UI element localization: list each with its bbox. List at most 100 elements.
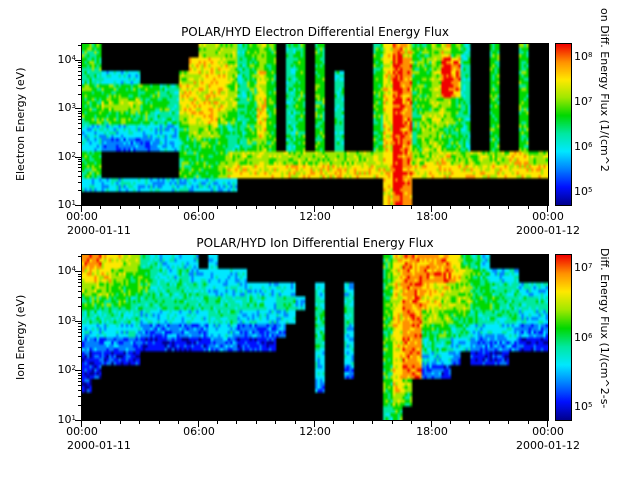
electron-y-axis-label: Electron Energy (eV): [14, 67, 27, 182]
y-minor-tick-mark: [78, 282, 81, 283]
x-tick-mark: [392, 421, 393, 424]
ion-y-axis-label: Ion Energy (eV): [14, 294, 27, 381]
x-tick-mark: [314, 206, 315, 212]
ion-date-right: 2000-01-12: [516, 439, 580, 452]
y-tick-label: 103: [57, 101, 76, 114]
y-minor-tick-mark: [78, 347, 81, 348]
x-tick-mark: [469, 421, 470, 424]
colorbar-tick-label: 105: [574, 185, 593, 198]
y-minor-tick-mark: [78, 286, 81, 287]
x-tick-label: 18:00: [416, 425, 448, 438]
electron-colorbar-canvas: [556, 44, 571, 205]
colorbar-tick-label: 108: [574, 50, 593, 63]
colorbar-tick-label: 105: [574, 400, 593, 413]
y-minor-tick-mark: [78, 159, 81, 160]
y-minor-tick-mark: [78, 182, 81, 183]
y-minor-tick-mark: [78, 164, 81, 165]
ion-date-left: 2000-01-11: [67, 439, 131, 452]
y-minor-tick-mark: [78, 45, 81, 46]
x-tick-mark: [508, 421, 509, 424]
y-minor-tick-mark: [78, 128, 81, 129]
y-tick-mark: [75, 108, 81, 109]
y-minor-tick-mark: [78, 190, 81, 191]
x-tick-mark: [139, 421, 140, 424]
colorbar-tick-label: 106: [574, 331, 593, 344]
x-tick-mark: [275, 421, 276, 424]
x-tick-mark: [450, 206, 451, 209]
x-tick-mark: [159, 206, 160, 209]
y-minor-tick-mark: [78, 332, 81, 333]
y-minor-tick-mark: [78, 279, 81, 280]
y-minor-tick-mark: [78, 142, 81, 143]
x-tick-label: 00:00: [532, 425, 564, 438]
y-minor-tick-mark: [78, 134, 81, 135]
y-tick-mark: [75, 205, 81, 206]
electron-colorbar: [555, 43, 572, 206]
x-tick-mark: [198, 206, 199, 212]
electron-colorbar-unit-label: on Diff. Energy Flux (1/(cm^2: [598, 8, 611, 172]
x-tick-mark: [295, 421, 296, 424]
y-minor-tick-mark: [78, 297, 81, 298]
y-tick-label: 101: [57, 413, 76, 426]
y-minor-tick-mark: [78, 65, 81, 66]
x-tick-mark: [431, 421, 432, 427]
y-tick-mark: [75, 157, 81, 158]
x-tick-mark: [256, 421, 257, 424]
x-tick-mark: [450, 421, 451, 424]
y-minor-tick-mark: [78, 306, 81, 307]
colorbar-tick-label: 106: [574, 140, 593, 153]
x-tick-mark: [256, 206, 257, 209]
x-tick-mark: [431, 206, 432, 212]
y-minor-tick-mark: [78, 385, 81, 386]
y-tick-label: 101: [57, 198, 76, 211]
x-tick-mark: [333, 206, 334, 209]
x-tick-mark: [81, 206, 82, 212]
x-tick-mark: [236, 421, 237, 424]
y-minor-tick-mark: [78, 167, 81, 168]
x-tick-mark: [81, 421, 82, 427]
x-tick-mark: [139, 206, 140, 209]
x-tick-mark: [120, 206, 121, 209]
electron-panel-title: POLAR/HYD Electron Differential Energy F…: [181, 25, 449, 39]
x-tick-mark: [295, 206, 296, 209]
y-minor-tick-mark: [78, 62, 81, 63]
x-tick-mark: [314, 421, 315, 427]
y-minor-tick-mark: [78, 396, 81, 397]
electron-heatmap-canvas: [82, 44, 548, 205]
x-tick-mark: [372, 206, 373, 209]
y-tick-label: 103: [57, 314, 76, 327]
colorbar-tick-label: 107: [574, 95, 593, 108]
y-minor-tick-mark: [78, 336, 81, 337]
y-minor-tick-mark: [78, 323, 81, 324]
x-tick-mark: [178, 206, 179, 209]
x-tick-label: 12:00: [299, 210, 331, 223]
y-tick-label: 102: [57, 363, 76, 376]
x-tick-mark: [159, 421, 160, 424]
ion-spectrogram: [81, 254, 549, 421]
y-minor-tick-mark: [78, 85, 81, 86]
colorbar-tick-label: 107: [574, 261, 593, 274]
x-tick-mark: [217, 421, 218, 424]
y-tick-mark: [75, 271, 81, 272]
electron-spectrogram: [81, 43, 549, 206]
y-minor-tick-mark: [78, 119, 81, 120]
x-tick-mark: [489, 206, 490, 209]
x-tick-label: 18:00: [416, 210, 448, 223]
y-minor-tick-mark: [78, 375, 81, 376]
x-tick-mark: [333, 421, 334, 424]
y-minor-tick-mark: [78, 274, 81, 275]
x-tick-mark: [236, 206, 237, 209]
x-tick-mark: [508, 206, 509, 209]
x-tick-mark: [100, 206, 101, 209]
ion-heatmap-canvas: [82, 255, 548, 420]
x-tick-mark: [372, 421, 373, 424]
x-tick-mark: [547, 206, 548, 212]
x-tick-mark: [198, 421, 199, 427]
y-minor-tick-mark: [78, 326, 81, 327]
x-tick-mark: [547, 421, 548, 427]
y-minor-tick-mark: [78, 111, 81, 112]
ion-colorbar-unit-label: Diff. Energy Flux (1/(cm^2-s-: [598, 248, 611, 409]
x-tick-mark: [528, 206, 529, 209]
y-tick-label: 104: [57, 53, 76, 66]
